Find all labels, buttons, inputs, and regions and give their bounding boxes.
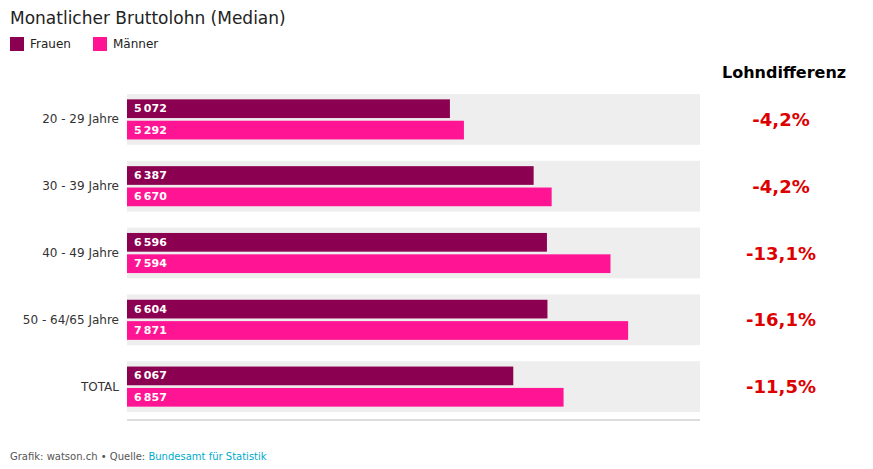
data-label: 6 857 [134, 391, 167, 404]
bar [127, 166, 534, 185]
bars [127, 99, 628, 406]
data-label: 7 594 [134, 257, 167, 270]
data-label: 5 292 [134, 124, 167, 137]
title: Monatlicher Bruttolohn (Median) [10, 8, 286, 28]
legend-swatch [93, 37, 107, 51]
data-label: 6 387 [134, 169, 167, 182]
category-band [127, 361, 700, 412]
annotation-label: -4,2% [752, 176, 809, 197]
footer: Grafik: watson.ch • Quelle: Bundesamt fü… [10, 451, 267, 462]
annotation-label: -16,1% [746, 309, 816, 330]
x-axis-line [127, 420, 700, 421]
category-band [127, 294, 700, 345]
data-labels: 5 072 6 387 6 596 6 604 6 067 5 292 6 670 7 594… [134, 102, 167, 404]
category-label: 30 - 39 Jahre [42, 179, 119, 193]
legend-label: Männer [113, 37, 158, 51]
bar [127, 233, 547, 252]
data-label: 6 596 [134, 236, 167, 249]
chart: Monatlicher Bruttolohn (Median) Frauen Män… [0, 0, 873, 469]
bar [127, 300, 547, 319]
bar [127, 121, 464, 140]
annotation-label: -13,1% [746, 243, 816, 264]
bar [127, 254, 610, 273]
data-label: 7 871 [134, 324, 167, 337]
category-label: 20 - 29 Jahre [42, 112, 119, 126]
bar [127, 388, 564, 407]
bar [127, 321, 628, 340]
annotation-label: -11,5% [746, 376, 816, 397]
category-label: TOTAL [80, 380, 119, 394]
bands [127, 94, 700, 412]
data-label: 5 072 [134, 102, 167, 115]
y-tick-labels: 20 - 29 Jahre 30 - 39 Jahre 40 - 49 Jahre 5… [23, 112, 119, 393]
category-label: 50 - 64/65 Jahre [23, 313, 119, 327]
annotation-label: -4,2% [752, 109, 809, 130]
category-band [127, 94, 700, 145]
footer-part: Grafik: watson.ch • Quelle: [10, 451, 148, 462]
data-label: 6 670 [134, 190, 167, 203]
category-band [127, 228, 700, 279]
annotations: Lohndifferenz -4,2% -4,2% -13,1% -16,1% -11,5… [722, 63, 846, 397]
legend-label: Frauen [30, 37, 71, 51]
bar [127, 99, 450, 118]
data-label: 6 604 [134, 303, 167, 316]
annotation-header: Lohndifferenz [722, 63, 846, 82]
legend-swatch [10, 37, 24, 51]
category-band [127, 161, 700, 212]
footer-part: Bundesamt für Statistik [148, 451, 266, 462]
bar [127, 188, 552, 207]
category-label: 40 - 49 Jahre [42, 246, 119, 260]
data-label: 6 067 [134, 369, 167, 382]
legend: Frauen Männer [10, 37, 158, 51]
bar [127, 367, 513, 386]
